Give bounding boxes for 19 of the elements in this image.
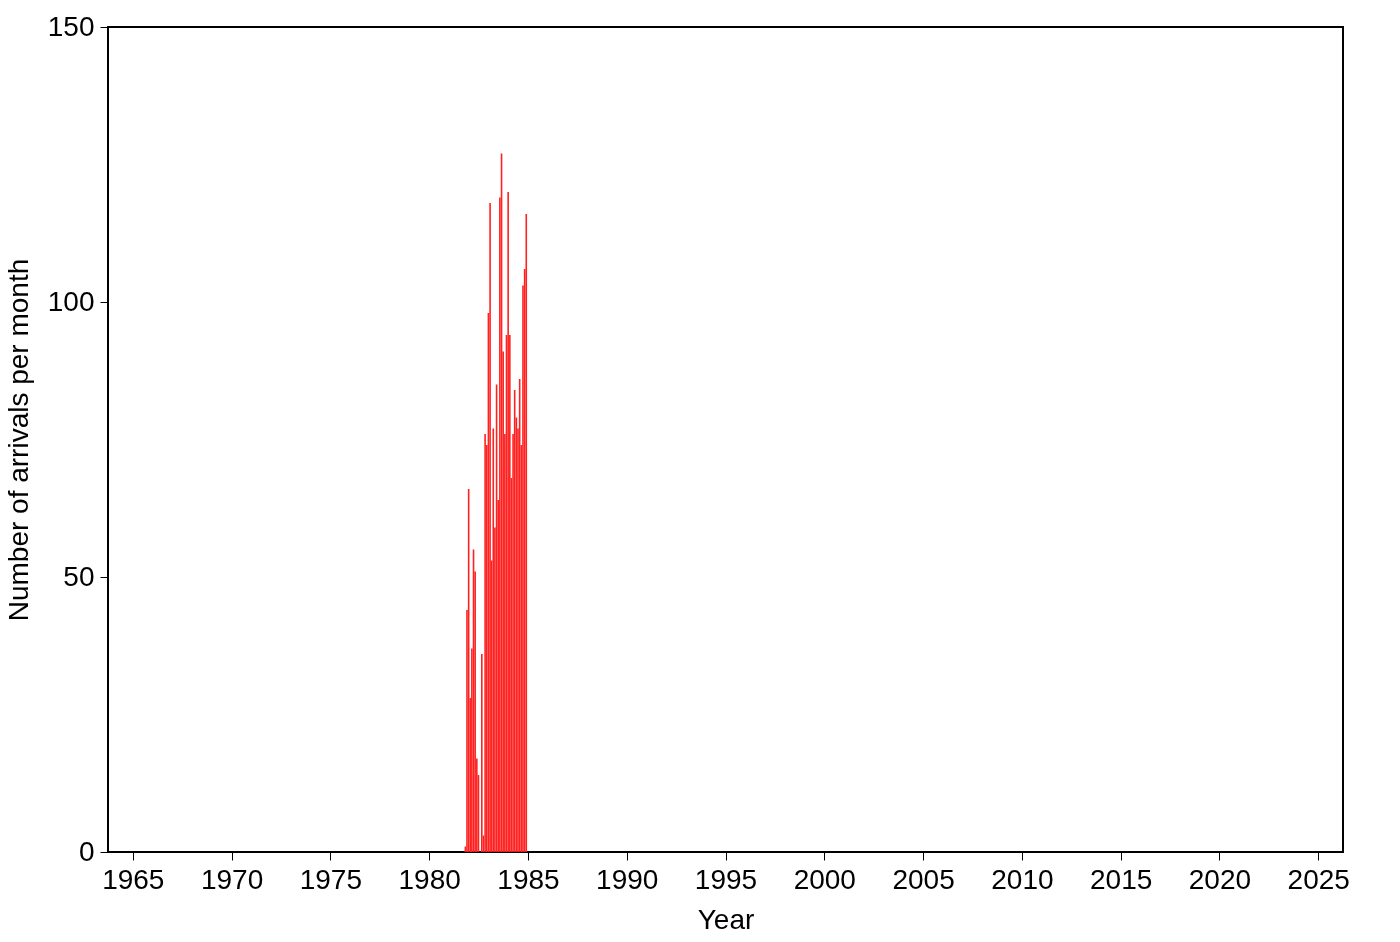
x-tick-label: 2005 xyxy=(892,863,955,895)
x-tick-label: 1975 xyxy=(299,863,362,895)
x-tick-label: 2010 xyxy=(991,863,1054,895)
y-axis-title: Number of arrivals per month xyxy=(2,258,34,622)
x-tick-label: 1980 xyxy=(398,863,461,895)
x-axis-title: Year xyxy=(697,903,755,935)
x-tick-label: 2000 xyxy=(793,863,856,895)
x-tick-label: 2020 xyxy=(1188,863,1252,895)
y-tick-label: 150 xyxy=(47,10,95,42)
x-tick-label: 1985 xyxy=(497,863,560,895)
x-tick-label: 2015 xyxy=(1090,863,1153,895)
x-tick-label: 1965 xyxy=(102,863,165,895)
x-tick-label: 1995 xyxy=(694,863,758,895)
x-tick-label: 1990 xyxy=(596,863,659,895)
x-tick-label: 2025 xyxy=(1287,863,1350,895)
x-tick-label: 1970 xyxy=(200,863,264,895)
y-tick-label: 0 xyxy=(78,835,95,867)
y-tick-label: 100 xyxy=(47,285,95,317)
y-tick-label: 50 xyxy=(63,560,95,592)
